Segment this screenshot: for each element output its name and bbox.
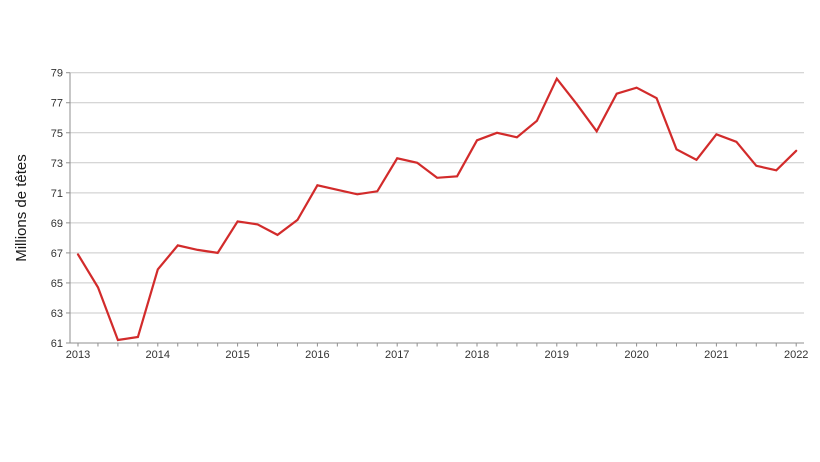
y-tick-label: 79 — [51, 68, 63, 80]
y-axis-title: Millions de têtes — [13, 154, 30, 262]
data-line — [76, 76, 798, 342]
y-tick-label: 77 — [51, 98, 63, 110]
y-tick-label: 71 — [51, 188, 63, 200]
y-tick-label: 69 — [51, 218, 63, 230]
y-axis-ticks — [66, 72, 70, 344]
x-tick-label: 2018 — [465, 349, 489, 361]
x-tick-label: 2022 — [784, 349, 808, 361]
y-tick-label: 75 — [51, 128, 63, 140]
x-tick-label: 2015 — [225, 349, 249, 361]
y-tick-label: 61 — [51, 338, 63, 350]
y-tick-labels: 61 63 65 67 69 71 73 75 77 79 — [51, 68, 63, 350]
x-tick-label: 2020 — [624, 349, 648, 361]
x-tick-labels: 2013 2014 2015 2016 2017 2018 2019 2020 2021 2022 — [66, 349, 809, 361]
x-tick-label: 2019 — [545, 349, 569, 361]
x-axis-ticks — [77, 343, 797, 347]
y-tick-label: 63 — [51, 308, 63, 320]
y-tick-label: 73 — [51, 158, 63, 170]
axes — [69, 72, 804, 344]
x-tick-label: 2021 — [704, 349, 728, 361]
y-tick-label: 67 — [51, 248, 63, 260]
y-tick-label: 65 — [51, 278, 63, 290]
gridlines — [70, 72, 804, 314]
x-tick-label: 2013 — [66, 349, 90, 361]
x-tick-label: 2017 — [385, 349, 409, 361]
x-tick-label: 2014 — [146, 349, 170, 361]
x-tick-label: 2016 — [305, 349, 329, 361]
